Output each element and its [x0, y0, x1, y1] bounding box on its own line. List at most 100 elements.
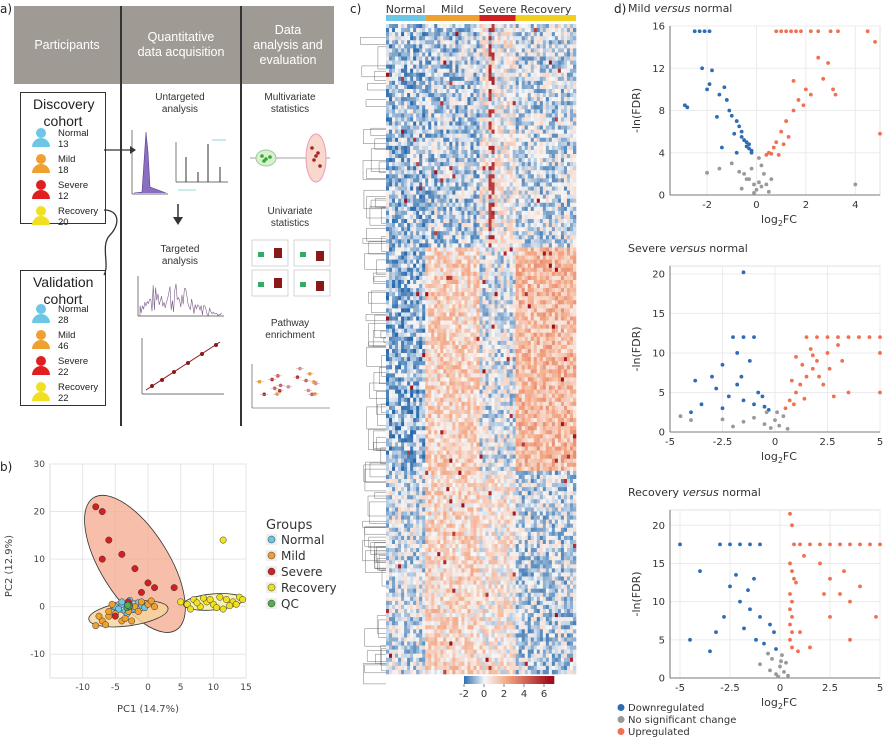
heatmap-cell: [470, 76, 474, 82]
heatmap-cell: [572, 320, 577, 325]
heatmap-cell: [524, 137, 529, 143]
heatmap-cell: [512, 137, 516, 143]
heatmap-cell: [470, 271, 474, 277]
heatmap-cell: [386, 304, 390, 309]
heatmap-cell: [482, 36, 486, 41]
heatmap-cell: [494, 40, 498, 45]
heatmap-cell: [470, 166, 474, 171]
heatmap-cell: [548, 263, 553, 269]
heatmap-cell: [461, 60, 465, 65]
heatmap-cell: [545, 243, 550, 248]
heatmap-cell: [479, 284, 483, 289]
heatmap-cell: [551, 162, 556, 167]
heatmap-cell: [500, 174, 504, 179]
multivariate-thumbnail: [250, 133, 330, 183]
heatmap-cell: [566, 64, 571, 69]
heatmap-cell: [524, 28, 529, 33]
heatmap-cell: [443, 275, 447, 281]
heatmap-cell: [416, 56, 420, 61]
heatmap-cell: [428, 76, 432, 82]
heatmap-cell: [440, 60, 444, 65]
heatmap-cell: [485, 239, 489, 244]
heatmap-cell: [470, 332, 474, 338]
heatmap-cell: [386, 259, 390, 264]
heatmap-cell: [395, 40, 399, 45]
heatmap-cell: [533, 267, 538, 273]
heatmap-cell: [479, 109, 483, 114]
heatmap-cell: [515, 243, 519, 248]
heatmap-cell: [479, 308, 483, 313]
heatmap-cell: [437, 308, 441, 313]
heatmap-cell: [551, 263, 556, 269]
heatmap-cell: [482, 48, 486, 53]
heatmap-cell: [506, 121, 510, 126]
heatmap-cell: [494, 170, 498, 175]
heatmap-cell: [566, 267, 571, 273]
heatmap-cell: [473, 28, 477, 33]
heatmap-cell: [518, 292, 523, 297]
heatmap-cell: [443, 198, 447, 204]
heatmap-cell: [410, 210, 414, 216]
heatmap-cell: [509, 279, 513, 285]
heatmap-cell: [404, 101, 408, 106]
heatmap-cell: [461, 109, 465, 114]
heatmap-cell: [548, 97, 553, 102]
heatmap-cell: [572, 202, 577, 208]
heatmap-cell: [500, 231, 504, 236]
heatmap-cell: [425, 133, 429, 139]
heatmap-cell: [548, 93, 553, 98]
heatmap-cell: [425, 296, 429, 301]
heatmap-cell: [395, 255, 399, 260]
heatmap-cell: [428, 72, 432, 78]
heatmap-cell: [386, 332, 390, 338]
heatmap-cell: [464, 64, 468, 69]
heatmap-cell: [554, 255, 559, 260]
heatmap-cell: [572, 52, 577, 57]
heatmap-cell: [446, 178, 450, 183]
heatmap-cell: [416, 186, 420, 191]
heatmap-cell: [506, 149, 510, 155]
heatmap-cell: [572, 312, 577, 317]
heatmap-cell: [428, 259, 432, 264]
heatmap-cell: [422, 93, 426, 98]
heatmap-cell: [533, 247, 538, 252]
heatmap-cell: [479, 44, 483, 49]
heatmap-cell: [413, 251, 417, 256]
heatmap-cell: [425, 308, 429, 313]
heatmap-cell: [440, 239, 444, 244]
heatmap-cell: [554, 312, 559, 317]
heatmap-cell: [485, 84, 489, 90]
heatmap-cell: [500, 214, 504, 220]
heatmap-cell: [530, 324, 535, 329]
heatmap-cell: [491, 113, 495, 118]
heatmap-cell: [401, 105, 405, 110]
heatmap-cell: [425, 101, 429, 106]
heatmap-cell: [428, 178, 432, 183]
heatmap-cell: [434, 84, 438, 90]
heatmap-cell: [533, 210, 538, 216]
heatmap-cell: [488, 259, 492, 264]
heatmap-cell: [515, 133, 519, 139]
heatmap-cell: [470, 288, 474, 293]
heatmap-cell: [503, 64, 507, 69]
heatmap-cell: [518, 28, 523, 33]
heatmap-cell: [452, 105, 456, 110]
heatmap-cell: [392, 84, 396, 90]
heatmap-cell: [464, 52, 468, 57]
heatmap-cell: [500, 279, 504, 285]
heatmap-cell: [497, 89, 501, 94]
heatmap-cell: [524, 194, 529, 199]
heatmap-cell: [386, 40, 390, 45]
heatmap-cell: [413, 219, 417, 224]
heatmap-cell: [416, 275, 420, 281]
heatmap-cell: [560, 300, 565, 305]
heatmap-cell: [542, 263, 547, 269]
univariate-thumbnail: [251, 239, 331, 297]
heatmap-cell: [401, 227, 405, 232]
heatmap-cell: [569, 214, 574, 220]
heatmap-cell: [434, 235, 438, 240]
pca-point-recovery: [222, 596, 230, 603]
heatmap-cell: [572, 89, 577, 94]
heatmap-cell: [554, 324, 559, 329]
heatmap-cell: [485, 300, 489, 305]
